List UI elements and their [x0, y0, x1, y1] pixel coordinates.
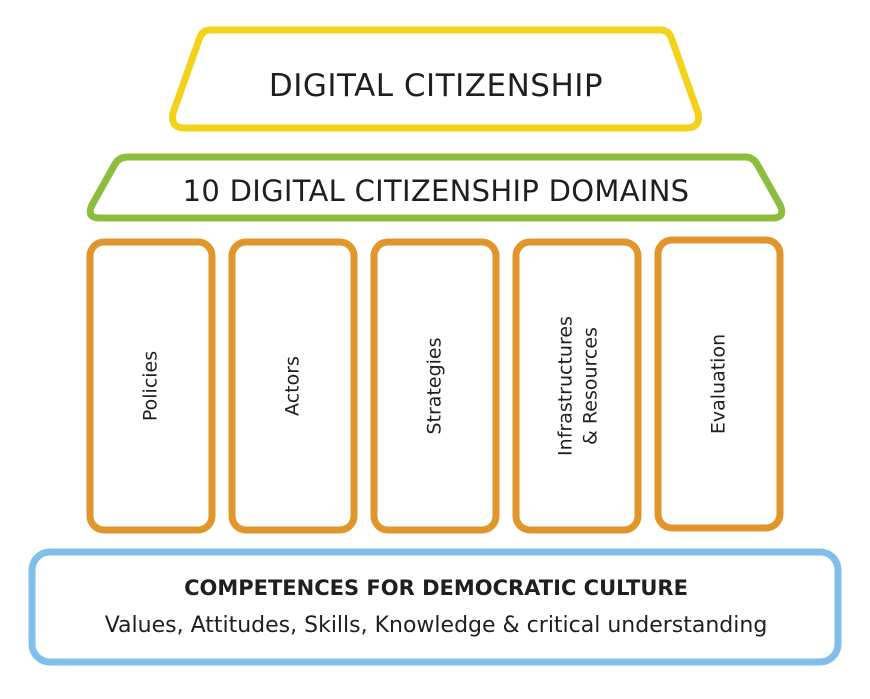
- pillar-label-infrastructures-line1: Infrastructures: [555, 316, 577, 456]
- foundation-section: COMPETENCES FOR DEMOCRATIC CULTURE Value…: [28, 548, 842, 666]
- foundation-shape: [28, 548, 842, 666]
- pillar-actors: [228, 238, 358, 534]
- pillar-label-actors: Actors: [282, 356, 304, 416]
- roof-section: DIGITAL CITIZENSHIP: [169, 26, 702, 132]
- roof-title: DIGITAL CITIZENSHIP: [269, 68, 603, 104]
- domains-title: 10 DIGITAL CITIZENSHIP DOMAINS: [183, 174, 690, 208]
- pillar-label-policies: Policies: [140, 351, 162, 421]
- pillar-label-strategies: Strategies: [424, 337, 446, 434]
- pillars-section: Policies Actors Strategies Infrastructur…: [86, 236, 784, 534]
- roof-shape: [169, 26, 702, 132]
- pillar-label-evaluation: Evaluation: [708, 334, 730, 434]
- foundation-subtitle: Values, Attitudes, Skills, Knowledge & c…: [105, 613, 768, 638]
- pillar-policies: [86, 238, 216, 534]
- pillar-strategies: [370, 238, 500, 534]
- domains-section: 10 DIGITAL CITIZENSHIP DOMAINS: [86, 153, 786, 222]
- pillar-evaluation: [654, 236, 784, 532]
- pillar-infrastructures: [512, 238, 642, 534]
- pillar-label-infrastructures-line2: & Resources: [580, 327, 602, 445]
- domains-shape: [86, 153, 786, 222]
- foundation-title: COMPETENCES FOR DEMOCRATIC CULTURE: [184, 576, 688, 600]
